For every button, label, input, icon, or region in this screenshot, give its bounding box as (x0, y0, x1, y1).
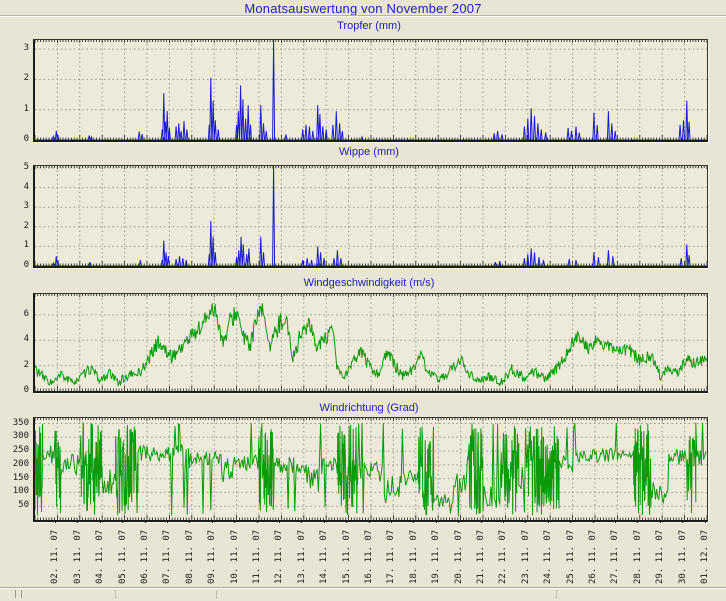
x-tick-label: 11. 11. 07 (252, 529, 262, 584)
y-tick-label: 0 (23, 134, 29, 144)
y-tick-label: 2 (23, 220, 29, 231)
y-tick-label: 3 (23, 201, 29, 212)
y-tick-label: 50 (18, 500, 29, 511)
x-tick-label: 09. 11. 07 (207, 529, 218, 584)
plot-windgeschwindigkeit (33, 293, 708, 393)
statusbar-separator (115, 590, 116, 599)
y-tick-label: 0 (23, 260, 29, 270)
x-tick-label: 18. 11. 07 (408, 529, 419, 584)
x-tick-label: 28. 11. 07 (632, 529, 643, 584)
y-tick-label: 2 (23, 73, 29, 84)
title-separator (0, 15, 726, 17)
y-tick-label: 300 (12, 431, 29, 442)
y-tick-label: 200 (12, 458, 29, 469)
statusbar-separator (556, 590, 557, 599)
y-tick-label: 0 (23, 385, 29, 395)
x-tick-label: 24. 11. 07 (543, 529, 554, 584)
x-tick-label: 06. 11. 07 (140, 529, 150, 584)
plot-tropfer (33, 39, 708, 142)
y-tick-label: 150 (12, 472, 29, 483)
chart-title-windrichtung: Windrichtung (Grad) (319, 402, 419, 414)
y-tick-label: 6 (23, 308, 29, 319)
x-tick-label: 23. 11. 07 (520, 529, 531, 584)
chart-title-wippe: Wippe (mm) (339, 146, 399, 158)
x-tick-label: 01. 12. 07 (700, 529, 710, 584)
x-tick-label: 30. 11. 07 (677, 529, 688, 584)
x-tick-label: 02. 11. 07 (50, 529, 61, 584)
x-tick-label: 25. 11. 07 (565, 529, 576, 584)
x-tick-label: 26. 11. 07 (588, 529, 598, 584)
x-tick-label: 14. 11. 07 (319, 529, 330, 584)
x-tick-label: 22. 11. 07 (498, 529, 509, 584)
x-tick-label: 17. 11. 07 (386, 529, 397, 584)
x-tick-label: 19. 11. 07 (431, 529, 442, 584)
x-tick-label: 27. 11. 07 (610, 529, 621, 584)
chart-title-windgeschwindigkeit: Windgeschwindigkeit (m/s) (303, 277, 435, 289)
plot-windrichtung (33, 417, 708, 522)
y-tick-label: 1 (23, 240, 29, 251)
y-tick-label: 100 (12, 486, 29, 497)
y-tick-label: 4 (23, 334, 29, 345)
statusbar-separator (216, 590, 217, 599)
y-tick-label: 2 (23, 359, 29, 370)
x-tick-label: 04. 11. 07 (95, 529, 106, 584)
x-tick-label: 21. 11. 07 (476, 529, 486, 584)
x-tick-label: 16. 11. 07 (364, 529, 374, 584)
bottom-splitter-bar[interactable] (0, 587, 726, 601)
x-tick-label: 20. 11. 07 (453, 529, 464, 584)
y-tick-label: 250 (12, 445, 29, 456)
y-tick-label: 4 (23, 181, 29, 192)
y-tick-label: 350 (12, 417, 29, 428)
chart-title-tropfer: Tropfer (mm) (337, 20, 401, 32)
x-tick-label: 05. 11. 07 (117, 529, 128, 584)
x-tick-label: 13. 11. 07 (296, 529, 307, 584)
splitter-grip-icon[interactable] (15, 590, 22, 598)
x-tick-label: 08. 11. 07 (184, 529, 195, 584)
y-tick-label: 3 (23, 43, 29, 54)
x-tick-label: 12. 11. 07 (274, 529, 285, 584)
page-title: Monatsauswertung von November 2007 (244, 1, 482, 16)
x-tick-label: 07. 11. 07 (162, 529, 173, 584)
x-tick-label: 29. 11. 07 (655, 529, 666, 584)
x-tick-label: 10. 11. 07 (229, 529, 240, 584)
plot-wippe (33, 165, 708, 268)
y-tick-label: 1 (23, 103, 29, 114)
y-tick-label: 5 (23, 161, 29, 172)
x-tick-label: 15. 11. 07 (341, 529, 352, 584)
x-tick-label: 03. 11. 07 (72, 529, 83, 584)
